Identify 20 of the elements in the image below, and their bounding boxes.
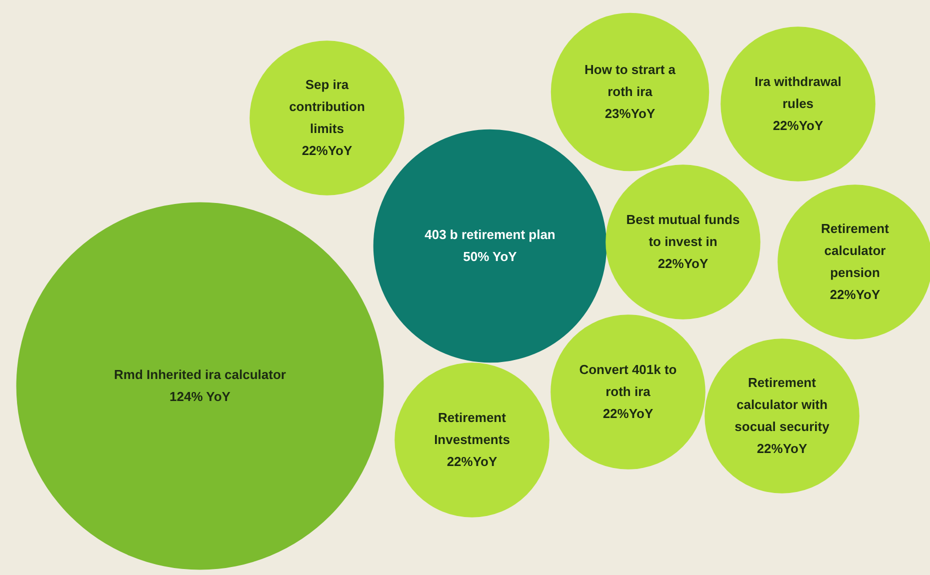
data-label: 22%YoY — [830, 287, 880, 302]
data-label: 22%YoY — [302, 143, 352, 158]
category-label: Best mutual funds to invest in — [626, 212, 740, 249]
category-label: Retirement calculator with socual security — [734, 375, 830, 434]
data-label: 22%YoY — [772, 118, 824, 133]
data-label: 22%YoY — [602, 406, 654, 421]
data-label: 23%YoY — [604, 106, 656, 121]
data-label: 124% YoY — [170, 389, 231, 404]
category-label: 403 b retirement plan — [424, 227, 556, 242]
category-label: Ira withdrawal rules — [754, 74, 842, 111]
category-label: Convert 401k to roth ira — [579, 362, 677, 399]
category-label: Rmd Inherited ira calculator — [114, 367, 286, 382]
data-label: 50% YoY — [463, 249, 518, 264]
data-label: 22%YoY — [446, 454, 498, 469]
category-label: Retirement Investments — [434, 410, 510, 447]
data-label: 22%YoY — [756, 441, 808, 456]
data-label: 22%YoY — [658, 256, 708, 271]
category-label: How to strart a roth ira — [584, 62, 676, 99]
category-label: Sep ira contribution limits — [289, 77, 365, 136]
category-label: Retirement calculator pension — [821, 221, 890, 280]
